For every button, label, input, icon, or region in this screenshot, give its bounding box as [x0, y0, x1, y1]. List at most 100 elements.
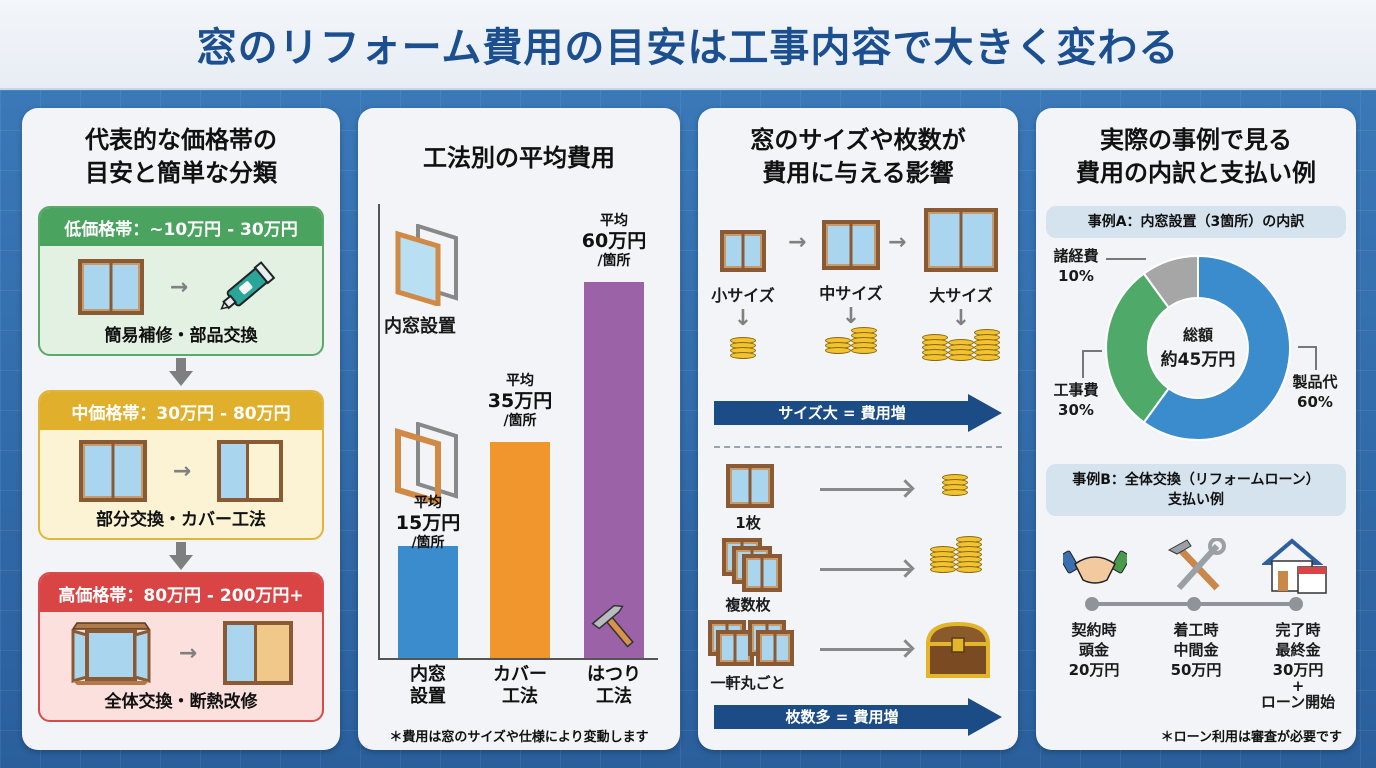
tools-icon: [1162, 536, 1232, 596]
size-label: 大サイズ: [929, 286, 993, 305]
bar-value-label: 平均 15万円 /箇所: [395, 495, 461, 551]
panel-title-line2: 費用の内訳と支払い例: [1076, 159, 1316, 187]
arrow-right-icon: →: [788, 230, 807, 255]
legend-construction: 工事費 30%: [1053, 381, 1099, 419]
timeline-dot: [1289, 597, 1303, 611]
case-a-header: 事例A：内窓設置（3箇所）の内訳: [1046, 206, 1346, 238]
window-icon: [726, 464, 774, 508]
count-row-multiple: 複数枚: [698, 536, 1018, 618]
sealant-tube-icon: [220, 261, 276, 310]
tier-high: 高価格帯：80万円 - 200万円+ → 全体交換・断熱改修: [38, 572, 324, 722]
method-cost-chart-panel: 工法別の平均費用 内窓設置 平均 15万円 /箇所 平均 35万円 /箇所: [358, 108, 680, 750]
footnote: ＊費用は窓のサイズや仕様により変動します: [389, 730, 649, 745]
footnote: ＊ローン利用は審査が必要です: [1160, 730, 1342, 745]
window-icon: [924, 208, 998, 272]
donut-slice-product: [1142, 254, 1291, 441]
count-label: 複数枚: [725, 596, 771, 614]
coin-stack-icon: [942, 474, 968, 496]
leader-line: [1082, 350, 1084, 378]
bar-value-label: 平均 35万円 /箇所: [487, 373, 553, 429]
x-category-label: はつり 工法: [587, 664, 641, 707]
leader-line: [1315, 346, 1317, 370]
size-arrow-label: サイズ大 = 費用増: [778, 404, 906, 422]
bar-cover-method: [490, 442, 550, 658]
arrow-right-icon: →: [178, 640, 198, 666]
donut-center-label: 総額 約45万円: [1160, 326, 1236, 370]
bar-chart: 内窓設置 平均 15万円 /箇所 平均 35万円 /箇所 平均: [378, 204, 658, 660]
y-axis: [378, 204, 380, 660]
arrow-right-icon: [820, 568, 910, 571]
window-icon: [78, 440, 147, 502]
size-count-panel: 窓のサイズや枚数が 費用に与える影響 小サイズ ↓ 中サイズ ↓ 大サイズ ↓ …: [698, 108, 1018, 750]
arrow-down-icon: ↓: [841, 304, 861, 329]
size-label: 小サイズ: [711, 286, 775, 305]
arrow-right-icon: [820, 488, 910, 491]
insulated-window-icon: [223, 621, 294, 685]
donut-chart: 総額 約45万円: [1098, 248, 1298, 448]
house-calendar-icon: [1260, 536, 1330, 596]
size-increase-arrow: サイズ大 = 費用増: [714, 394, 1002, 432]
divider: [714, 446, 1002, 448]
panel-title-line2: 費用に与える影響: [762, 159, 954, 187]
size-medium: 中サイズ ↓: [806, 220, 896, 354]
panel-title-line1: 代表的な価格帯の: [85, 126, 277, 154]
coin-stack-icon: [730, 337, 756, 359]
legend-product: 製品代 60%: [1292, 373, 1338, 411]
panel-title-line2: 目安と簡単な分類: [85, 159, 277, 187]
arrow-right-icon: [820, 648, 910, 651]
donut-slice-misc: [1142, 254, 1199, 309]
arrow-right-icon: →: [888, 230, 907, 255]
panel-title-line1: 実際の事例で見る: [1100, 126, 1292, 154]
case-b-header: 事例B：全体交換（リフォームローン） 支払い例: [1046, 464, 1346, 516]
timeline-dot: [1187, 597, 1201, 611]
arrow-right-icon: →: [169, 274, 189, 300]
bay-window-icon: [71, 622, 151, 685]
payment-timeline: [1085, 597, 1303, 611]
window-icon: [77, 259, 144, 315]
count-arrow-label: 枚数多 = 費用増: [785, 708, 899, 726]
panel-title-line1: 窓のサイズや枚数が: [750, 126, 966, 154]
x-axis: [378, 658, 658, 660]
inner-window-label: 内窓設置: [384, 316, 456, 337]
legend-misc: 諸経費 10%: [1053, 247, 1099, 285]
window-icon: [720, 230, 766, 272]
size-label: 中サイズ: [819, 284, 883, 303]
page-title: 窓のリフォーム費用の目安は工事内容で大きく変わる: [196, 25, 1180, 71]
arrow-down-icon: ↓: [733, 306, 753, 331]
donut-slice-construction: [1105, 272, 1170, 424]
arrow-down-icon: [169, 542, 193, 570]
page-header: 窓のリフォーム費用の目安は工事内容で大きく変わる: [0, 0, 1376, 90]
window-icon: [742, 554, 782, 592]
cover-frame-icon: [395, 422, 458, 504]
inner-window-icon: [395, 224, 458, 306]
tier-caption: 部分交換・カバー工法: [96, 510, 266, 530]
payment-step-contract: 契約時 頭金 20万円: [1068, 621, 1120, 679]
count-row-single: 1枚: [698, 460, 1018, 540]
payment-step-completion: 完了時 最終金 30万円 + ローン開始: [1260, 621, 1336, 711]
arrow-right-icon: →: [172, 458, 192, 484]
hammer-icon: [591, 604, 634, 648]
coin-stacks-icon: [930, 536, 982, 573]
treasure-chest-icon: [925, 621, 991, 678]
arrow-down-icon: ↓: [951, 306, 971, 331]
tier-header: 高価格帯：80万円 - 200万円+: [40, 574, 322, 612]
tier-header: 中価格帯：30万円 - 80万円: [40, 392, 322, 430]
panel-title: 代表的な価格帯の 目安と簡単な分類: [22, 124, 340, 190]
size-large: 大サイズ ↓: [916, 208, 1006, 361]
bar-hatsuri-method: [584, 282, 644, 658]
count-row-whole-house: 一軒丸ごと: [698, 620, 1018, 700]
window-icon: [756, 630, 794, 666]
cover-window-icon: [217, 440, 284, 502]
x-category-label: 内窓 設置: [410, 664, 446, 707]
handshake-icon: [1060, 536, 1130, 596]
bar-value-label: 平均 60万円 /箇所: [581, 213, 647, 269]
case-study-panel: 実際の事例で見る 費用の内訳と支払い例 事例A：内窓設置（3箇所）の内訳 総額 …: [1036, 108, 1356, 750]
count-label: 1枚: [735, 514, 761, 532]
count-increase-arrow: 枚数多 = 費用増: [714, 698, 1002, 736]
x-category-label: カバー 工法: [493, 664, 547, 707]
leader-line: [1106, 258, 1146, 260]
payment-step-start: 着工時 中間金 50万円: [1170, 621, 1222, 679]
leader-line: [1298, 346, 1316, 348]
coin-piles-icon: [916, 329, 1006, 361]
size-small: 小サイズ ↓: [698, 226, 788, 363]
